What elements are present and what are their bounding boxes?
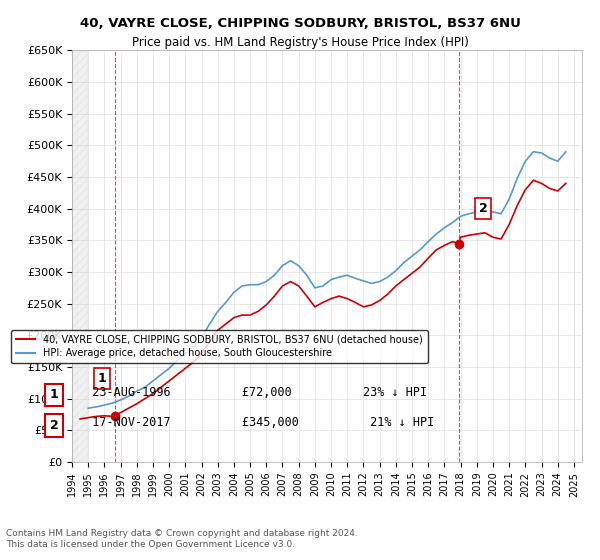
Text: Contains HM Land Registry data © Crown copyright and database right 2024.
This d: Contains HM Land Registry data © Crown c…	[6, 529, 358, 549]
Text: 2: 2	[50, 419, 58, 432]
Text: 40, VAYRE CLOSE, CHIPPING SODBURY, BRISTOL, BS37 6NU: 40, VAYRE CLOSE, CHIPPING SODBURY, BRIST…	[80, 17, 520, 30]
Bar	[72, 50, 86, 462]
Text: 1: 1	[50, 388, 58, 402]
Text: 17-NOV-2017          £345,000          21% ↓ HPI: 17-NOV-2017 £345,000 21% ↓ HPI	[78, 416, 434, 430]
Text: 23-AUG-1996          £72,000          23% ↓ HPI: 23-AUG-1996 £72,000 23% ↓ HPI	[78, 385, 427, 399]
Text: Price paid vs. HM Land Registry's House Price Index (HPI): Price paid vs. HM Land Registry's House …	[131, 36, 469, 49]
Legend: 40, VAYRE CLOSE, CHIPPING SODBURY, BRISTOL, BS37 6NU (detached house), HPI: Aver: 40, VAYRE CLOSE, CHIPPING SODBURY, BRIST…	[11, 330, 428, 363]
Text: 1: 1	[97, 372, 106, 385]
Text: 2: 2	[479, 202, 487, 215]
